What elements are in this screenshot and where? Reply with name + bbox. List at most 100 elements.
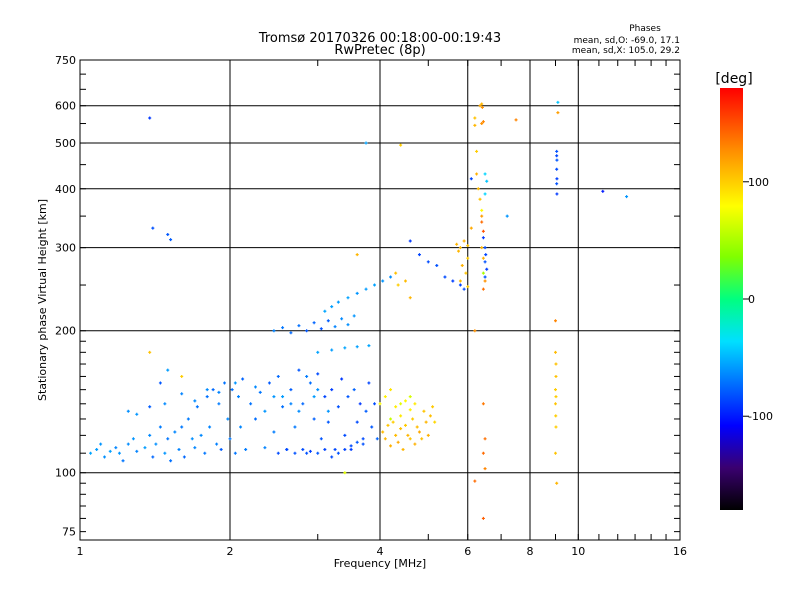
echo-point <box>319 327 323 331</box>
echo-point <box>239 425 243 429</box>
echo-point <box>462 287 466 291</box>
echo-point <box>148 116 152 120</box>
echo-point <box>411 417 415 421</box>
echo-point <box>326 409 330 413</box>
echo-point <box>399 427 403 431</box>
echo-point <box>308 449 312 453</box>
echo-point <box>148 433 152 437</box>
echo-point <box>391 420 395 424</box>
echo-point <box>358 402 362 406</box>
echo-point <box>480 105 484 109</box>
x-tick-label: 8 <box>527 545 534 558</box>
echo-point <box>190 437 194 441</box>
echo-point <box>483 275 487 279</box>
x-tick-label: 10 <box>571 545 585 558</box>
y-axis-label: Stationary phase Virtual Height [km] <box>36 199 49 401</box>
echo-point <box>413 402 417 406</box>
echo-point <box>367 381 371 385</box>
echo-point <box>554 362 558 366</box>
echo-point <box>267 381 271 385</box>
colorbar <box>720 88 743 510</box>
echo-point <box>326 319 330 323</box>
echo-point <box>364 141 368 145</box>
grid-lines <box>80 60 680 540</box>
echo-point <box>403 423 407 427</box>
echo-point <box>289 331 293 335</box>
echo-point <box>305 329 309 333</box>
echo-point <box>473 479 477 483</box>
echo-point <box>403 279 407 283</box>
echo-point <box>148 350 152 354</box>
echo-point <box>108 449 112 453</box>
echo-point <box>484 253 488 257</box>
echo-point <box>312 395 316 399</box>
echo-point <box>555 177 559 181</box>
echo-point <box>126 442 130 446</box>
echo-point <box>173 430 177 434</box>
echo-point <box>208 425 212 429</box>
echo-point <box>95 447 99 451</box>
echo-point <box>364 287 368 291</box>
echo-point <box>233 381 237 385</box>
x-tick-label: 2 <box>227 545 234 558</box>
echo-point <box>424 420 428 424</box>
echo-point <box>381 430 385 434</box>
echo-point <box>236 395 240 399</box>
echo-point <box>343 346 347 350</box>
echo-point <box>330 455 334 459</box>
echo-point <box>158 381 162 385</box>
echo-point <box>349 447 353 451</box>
echo-point <box>403 399 407 403</box>
echo-point <box>478 104 482 108</box>
echo-point <box>399 143 403 147</box>
echo-point <box>316 451 320 455</box>
echo-point <box>554 395 558 399</box>
chart-title: Tromsø 20170326 00:18:00-00:19:43 <box>258 31 501 46</box>
phase-stats-o: mean, sd,O: -69.0, 17.1 <box>574 36 680 46</box>
echo-point <box>555 167 559 171</box>
y-tick-label: 500 <box>55 137 76 150</box>
echo-point <box>281 326 285 330</box>
echo-point <box>483 192 487 196</box>
echo-point <box>195 405 199 409</box>
echo-point <box>458 279 462 283</box>
echo-point <box>431 405 435 409</box>
echo-point <box>253 385 257 389</box>
echo-point <box>370 425 374 429</box>
echo-point <box>272 430 276 434</box>
x-tick-label: 6 <box>464 545 471 558</box>
echo-point <box>253 417 257 421</box>
echo-point <box>399 414 403 418</box>
echo-point <box>215 442 219 446</box>
echo-point <box>336 405 340 409</box>
echo-point <box>272 395 276 399</box>
colorbar-tick-label: 100 <box>748 176 769 189</box>
echo-point <box>408 239 412 243</box>
echo-point <box>223 381 227 385</box>
echo-point <box>131 437 135 441</box>
x-axis-label: Frequency [MHz] <box>334 557 426 570</box>
echo-point <box>466 285 470 289</box>
echo-point <box>99 442 103 446</box>
echo-point <box>481 229 485 233</box>
colorbar-tick-label: 0 <box>748 293 755 306</box>
echo-point <box>217 402 221 406</box>
echo-point <box>285 447 289 451</box>
echo-point <box>340 377 344 381</box>
echo-point <box>367 344 371 348</box>
echo-point <box>312 417 316 421</box>
echo-point <box>316 350 320 354</box>
echo-point <box>297 368 301 372</box>
echo-point <box>373 402 377 406</box>
echo-point <box>480 214 484 218</box>
echo-point <box>481 451 485 455</box>
echo-point <box>555 182 559 186</box>
echo-point <box>553 451 557 455</box>
echo-point <box>458 246 462 250</box>
echo-point <box>408 395 412 399</box>
colorbar-label: [deg] <box>715 71 752 87</box>
echo-point <box>203 451 207 455</box>
echo-point <box>233 451 237 455</box>
echo-point <box>478 197 482 201</box>
